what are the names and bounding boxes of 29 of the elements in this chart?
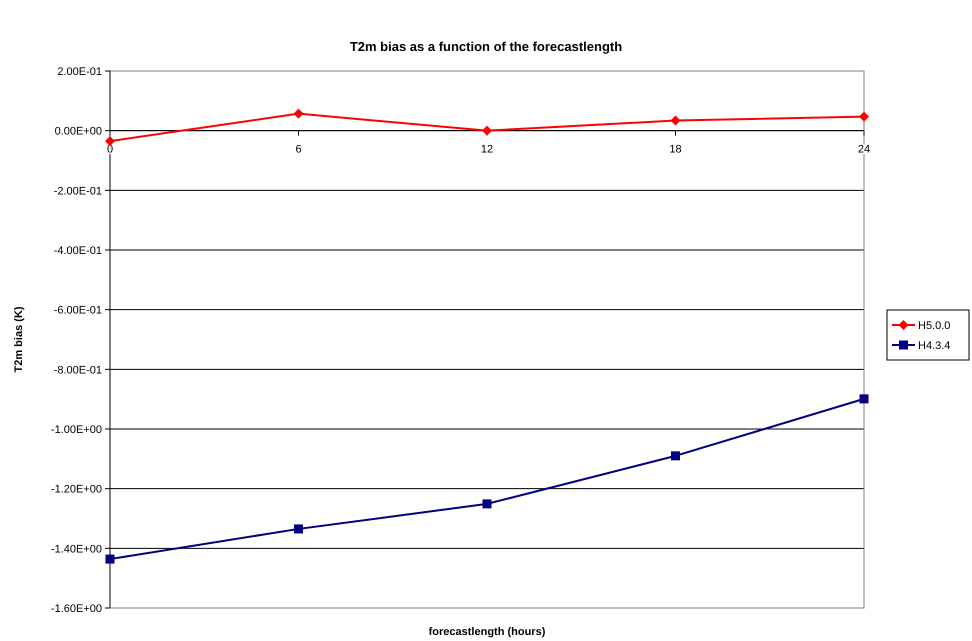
point: [294, 524, 303, 534]
y-tick-label: -1.60E+00: [50, 603, 102, 615]
x-tick-label: 12: [480, 144, 494, 156]
point: [482, 126, 492, 136]
point: [106, 554, 114, 564]
point: [671, 451, 680, 460]
y-tick-label: -6.00E-01: [54, 304, 102, 317]
point: [294, 108, 304, 119]
point: [670, 116, 680, 126]
point: [859, 112, 869, 122]
x-tick-label: 6: [295, 144, 302, 156]
x-tick-label: 24: [858, 144, 870, 156]
point: [105, 136, 115, 146]
y-tick-label: -2.00E-01: [54, 185, 102, 198]
legend-label: H5.0.0: [918, 320, 950, 332]
point: [860, 394, 868, 404]
y-tick-label: 0.00E+00: [54, 126, 102, 138]
point: [482, 499, 492, 508]
y-tick-label: -1.00E+00: [50, 424, 102, 436]
y-tick-label: -1.20E+00: [50, 484, 102, 496]
x-axis-title: forecastlength (hours): [428, 626, 546, 638]
y-tick-label: -8.00E-01: [54, 364, 102, 376]
y-tick-label: 2.00E-01: [57, 66, 102, 78]
y-axis-title: T2m bias (K): [13, 306, 25, 373]
x-tick-label: 18: [669, 144, 682, 156]
y-tick-label: -1.40E+00: [50, 543, 102, 556]
chart-title: T2m bias as a function of the forecastlength: [350, 39, 622, 54]
y-tick-label: -4.00E-01: [54, 245, 102, 257]
legend-label: H4.3.4: [918, 340, 950, 352]
